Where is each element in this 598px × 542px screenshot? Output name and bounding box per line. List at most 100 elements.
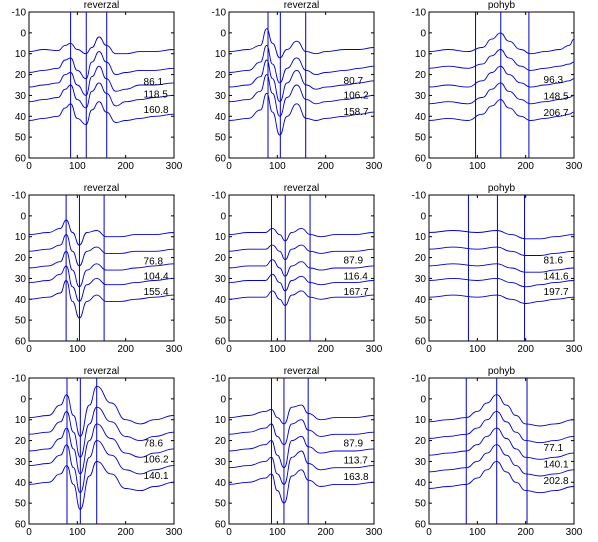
annotation-value: 78.6 [144, 439, 164, 450]
y-tick-label: 40 [415, 478, 427, 489]
trace-2 [29, 234, 174, 267]
annotation-value: 155.4 [144, 287, 169, 298]
y-tick-label: 0 [420, 394, 426, 405]
trace-5 [429, 294, 574, 304]
annotation-value: 148.5 [544, 91, 569, 102]
annotation-value: 77.1 [544, 443, 564, 454]
y-tick-label: 50 [215, 499, 227, 510]
trace-4 [229, 273, 374, 292]
plot-frame [428, 194, 575, 342]
y-tick-label: 50 [15, 316, 27, 327]
trace-4 [429, 82, 574, 105]
x-tick-label: 0 [26, 527, 32, 538]
x-tick-label: 0 [26, 344, 32, 355]
trace-4 [229, 450, 374, 485]
y-tick-label: 40 [415, 112, 427, 123]
annotation-value: 87.9 [344, 256, 364, 267]
x-tick-label: 0 [426, 527, 432, 538]
trace-5 [29, 280, 174, 319]
y-tick-label: 60 [215, 337, 227, 348]
y-tick-label: 50 [415, 133, 427, 144]
plot-title: reverzal [84, 183, 120, 194]
x-tick-label: 100 [69, 161, 86, 172]
plot-frame [28, 377, 175, 525]
x-tick-label: 0 [426, 344, 432, 355]
plot-frame [228, 11, 375, 159]
trace-2 [29, 406, 174, 458]
trace-2 [429, 49, 574, 71]
x-tick-label: 100 [469, 161, 486, 172]
x-tick-label: 300 [366, 527, 383, 538]
trace-3 [229, 259, 374, 277]
y-tick-label: 10 [415, 49, 427, 60]
y-tick-label: 20 [215, 436, 227, 447]
annotation-value: 104.4 [144, 271, 169, 282]
trace-2 [229, 44, 374, 84]
annotation-value: 106.2 [344, 90, 369, 101]
annotation-value: 87.9 [344, 439, 364, 450]
trace-5 [229, 290, 374, 306]
annotation-value: 158.7 [344, 107, 369, 118]
y-tick-label: 10 [15, 49, 27, 60]
annotation-value: 141.6 [544, 271, 569, 282]
y-tick-label: 60 [15, 520, 27, 531]
y-tick-label: 30 [415, 274, 427, 285]
trace-1 [429, 32, 574, 55]
trace-1 [29, 36, 174, 55]
y-tick-label: 0 [220, 394, 226, 405]
y-tick-label: 50 [15, 499, 27, 510]
trace-1 [229, 227, 374, 242]
x-tick-label: 100 [269, 527, 286, 538]
y-tick-label: 60 [15, 154, 27, 165]
trace-2 [429, 410, 574, 444]
annotation-value: 81.6 [544, 256, 564, 267]
x-tick-label: 100 [69, 344, 86, 355]
y-tick-label: 40 [215, 295, 227, 306]
trace-1 [429, 394, 574, 427]
x-tick-label: 200 [117, 527, 134, 538]
y-tick-label: 20 [15, 436, 27, 447]
y-tick-label: 0 [20, 394, 26, 405]
trace-3 [29, 250, 174, 288]
annotation-value: 86.1 [144, 77, 164, 88]
plot-title: reverzal [284, 366, 320, 377]
y-tick-label: 20 [415, 70, 427, 81]
y-tick-label: 30 [415, 457, 427, 468]
y-tick-label: 30 [15, 274, 27, 285]
x-tick-label: 300 [166, 344, 183, 355]
x-tick-label: 200 [117, 161, 134, 172]
y-tick-label: 30 [215, 91, 227, 102]
x-tick-label: 300 [566, 161, 583, 172]
x-tick-label: 0 [26, 161, 32, 172]
y-tick-label: 20 [215, 70, 227, 81]
trace-1 [229, 404, 374, 425]
x-tick-label: 100 [469, 344, 486, 355]
trace-3 [429, 65, 574, 88]
x-tick-label: 100 [269, 161, 286, 172]
x-tick-label: 100 [469, 527, 486, 538]
y-tick-label: -10 [212, 191, 227, 202]
plot-frame [28, 194, 175, 342]
y-tick-label: 20 [15, 253, 27, 264]
trace-4 [29, 82, 174, 109]
annotation-value: 116.4 [344, 271, 369, 282]
annotation-value: 140.1 [544, 460, 569, 471]
trace-3 [29, 423, 174, 475]
y-tick-label: 20 [215, 253, 227, 264]
trace-3 [429, 427, 574, 460]
trace-4 [229, 74, 374, 117]
y-tick-label: 10 [215, 49, 227, 60]
x-tick-label: 0 [226, 344, 232, 355]
x-tick-label: 100 [269, 344, 286, 355]
plot-frame [428, 377, 575, 525]
x-tick-label: 200 [517, 161, 534, 172]
x-tick-label: 200 [317, 344, 334, 355]
trace-5 [429, 99, 574, 121]
